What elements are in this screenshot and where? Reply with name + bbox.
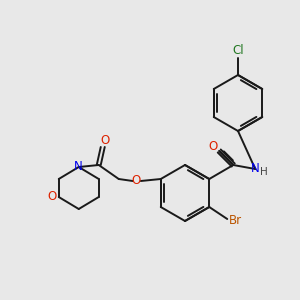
Text: O: O — [47, 190, 56, 203]
Text: O: O — [100, 134, 110, 148]
Text: O: O — [131, 175, 140, 188]
Text: Cl: Cl — [232, 44, 244, 58]
Text: O: O — [208, 140, 218, 154]
Text: Br: Br — [229, 214, 242, 227]
Text: N: N — [251, 163, 260, 176]
Text: H: H — [260, 167, 268, 177]
Text: N: N — [74, 160, 82, 172]
